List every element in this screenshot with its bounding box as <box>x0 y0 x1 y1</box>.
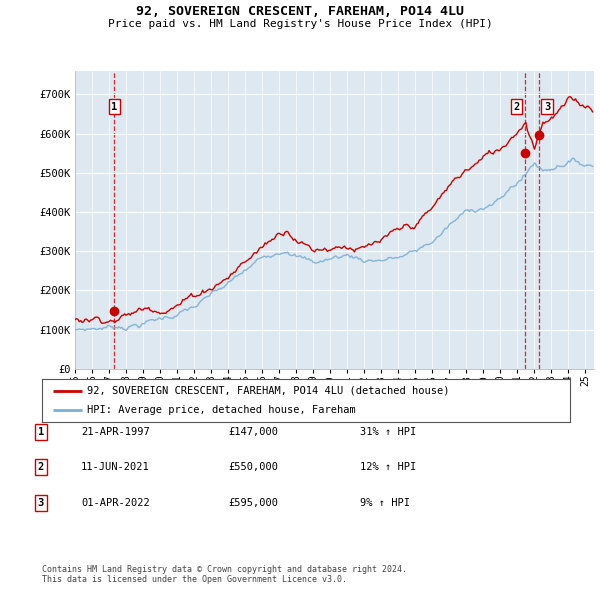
Text: 92, SOVEREIGN CRESCENT, FAREHAM, PO14 4LU: 92, SOVEREIGN CRESCENT, FAREHAM, PO14 4L… <box>136 5 464 18</box>
Text: 2: 2 <box>513 101 520 112</box>
Text: 9% ↑ HPI: 9% ↑ HPI <box>360 498 410 507</box>
Text: 31% ↑ HPI: 31% ↑ HPI <box>360 427 416 437</box>
Text: 01-APR-2022: 01-APR-2022 <box>81 498 150 507</box>
Text: 92, SOVEREIGN CRESCENT, FAREHAM, PO14 4LU (detached house): 92, SOVEREIGN CRESCENT, FAREHAM, PO14 4L… <box>87 386 449 396</box>
Text: 1: 1 <box>111 101 118 112</box>
Text: £550,000: £550,000 <box>228 463 278 472</box>
Text: 21-APR-1997: 21-APR-1997 <box>81 427 150 437</box>
Text: Contains HM Land Registry data © Crown copyright and database right 2024.
This d: Contains HM Land Registry data © Crown c… <box>42 565 407 584</box>
Text: 2: 2 <box>38 463 44 472</box>
Text: Price paid vs. HM Land Registry's House Price Index (HPI): Price paid vs. HM Land Registry's House … <box>107 19 493 30</box>
Text: 3: 3 <box>544 101 550 112</box>
Text: £147,000: £147,000 <box>228 427 278 437</box>
Text: £595,000: £595,000 <box>228 498 278 507</box>
Text: 1: 1 <box>38 427 44 437</box>
Text: HPI: Average price, detached house, Fareham: HPI: Average price, detached house, Fare… <box>87 405 356 415</box>
Text: 3: 3 <box>38 498 44 507</box>
Text: 11-JUN-2021: 11-JUN-2021 <box>81 463 150 472</box>
Text: 12% ↑ HPI: 12% ↑ HPI <box>360 463 416 472</box>
